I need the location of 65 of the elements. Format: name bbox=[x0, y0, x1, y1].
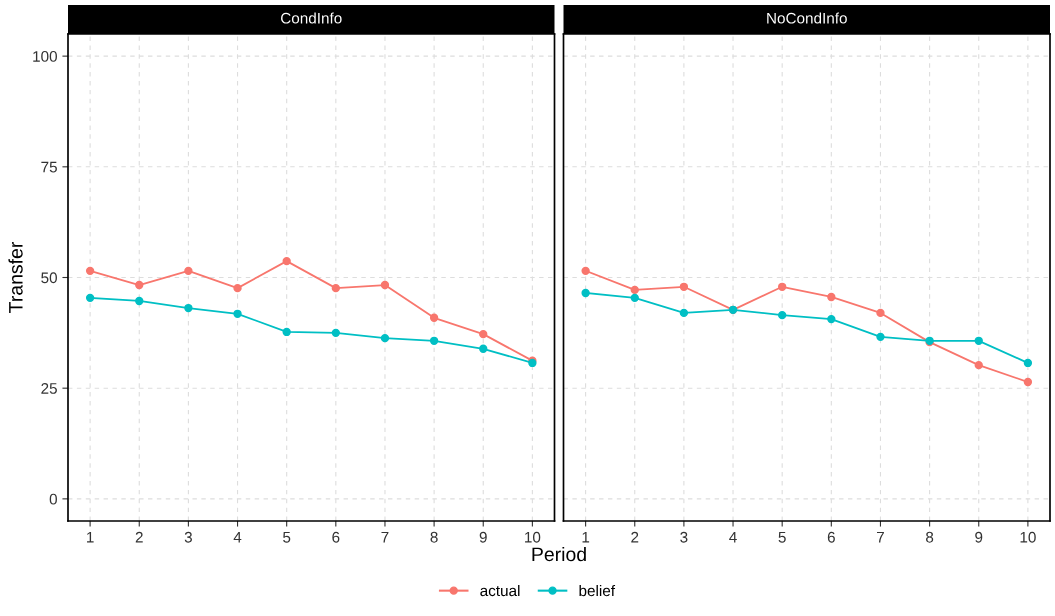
point bbox=[331, 328, 340, 338]
x-tick-label: 8 bbox=[430, 531, 438, 543]
point bbox=[135, 280, 144, 290]
legend-label: actual bbox=[480, 584, 520, 597]
x-tick-label: 4 bbox=[729, 531, 737, 543]
point bbox=[778, 310, 787, 320]
point bbox=[135, 296, 144, 306]
x-tick-label: 1 bbox=[87, 531, 94, 543]
point bbox=[1023, 377, 1033, 387]
point bbox=[630, 293, 639, 303]
point bbox=[581, 288, 590, 298]
x-tick-label: 10 bbox=[1020, 531, 1036, 543]
legend-label: belief bbox=[579, 584, 616, 597]
x-tick-label: 6 bbox=[827, 531, 835, 543]
point bbox=[331, 283, 340, 293]
point bbox=[380, 333, 390, 343]
point bbox=[479, 330, 488, 339]
y-axis-title: Transfer bbox=[8, 241, 23, 313]
point bbox=[429, 313, 439, 322]
point bbox=[827, 314, 836, 324]
point bbox=[876, 308, 885, 318]
chart-title: CondInfo bbox=[281, 12, 342, 24]
point bbox=[827, 292, 836, 302]
point bbox=[479, 344, 488, 353]
point bbox=[85, 293, 95, 303]
point bbox=[85, 266, 95, 276]
point bbox=[184, 303, 193, 313]
x-tick-label: 2 bbox=[631, 531, 639, 543]
y-tick-label: 100 bbox=[33, 51, 57, 62]
x-axis-title: Period bbox=[532, 546, 586, 562]
x-tick-label: 3 bbox=[680, 531, 688, 543]
point bbox=[282, 256, 291, 266]
point bbox=[974, 360, 983, 370]
point bbox=[778, 282, 787, 291]
x-tick-label: 6 bbox=[332, 531, 340, 543]
point bbox=[679, 282, 689, 291]
x-tick-label: 10 bbox=[525, 531, 541, 543]
x-tick-label: 7 bbox=[381, 531, 389, 543]
point bbox=[429, 336, 439, 345]
point bbox=[876, 332, 885, 341]
x-tick-label: 3 bbox=[184, 531, 192, 543]
point bbox=[581, 266, 590, 276]
x-tick-label: 2 bbox=[135, 531, 143, 543]
point bbox=[380, 280, 390, 290]
chart-title: NoCondInfo bbox=[767, 12, 847, 24]
point bbox=[233, 283, 242, 293]
x-tick-label: 5 bbox=[283, 531, 291, 543]
y-tick-label: 50 bbox=[41, 272, 57, 284]
point bbox=[974, 336, 983, 345]
y-tick-label: 0 bbox=[49, 493, 57, 505]
point bbox=[233, 309, 242, 318]
x-tick-label: 9 bbox=[479, 531, 487, 543]
x-tick-label: 1 bbox=[582, 531, 590, 543]
x-tick-label: 5 bbox=[778, 531, 786, 543]
x-tick-label: 7 bbox=[877, 531, 884, 543]
x-tick-label: 9 bbox=[975, 531, 983, 543]
point bbox=[630, 285, 639, 295]
x-tick-label: 8 bbox=[926, 531, 934, 543]
point bbox=[1023, 358, 1033, 368]
point bbox=[679, 308, 689, 318]
y-tick-label: 25 bbox=[41, 383, 57, 394]
x-tick-label: 4 bbox=[233, 531, 242, 543]
point bbox=[184, 266, 193, 276]
y-tick-label: 75 bbox=[41, 161, 57, 173]
point bbox=[282, 327, 291, 337]
